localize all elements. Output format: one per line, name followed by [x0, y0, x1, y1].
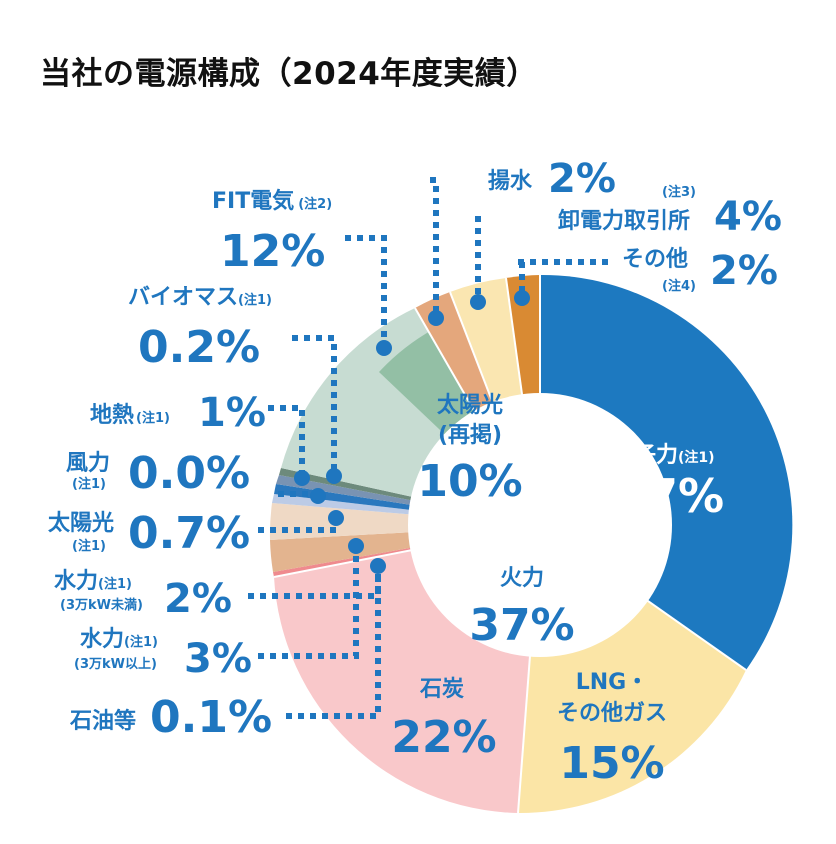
label-lng-line2: その他ガス	[557, 701, 667, 726]
label-solar-fit: 太陽光	[437, 393, 503, 418]
value-geothermal: 1%	[198, 390, 266, 436]
value-coal: 22%	[391, 712, 496, 763]
slice-nuclear	[540, 274, 793, 670]
label-hydro-large: 水力(注1)	[80, 627, 158, 652]
leader-lines	[248, 177, 612, 719]
sub-hydro-small: (3万kW未満)	[60, 597, 143, 613]
label-hydro-small: 水力(注1)	[54, 569, 132, 594]
value-solar-fit: 10%	[417, 456, 522, 507]
label-thermal: 火力	[500, 566, 544, 591]
label-coal: 石炭	[419, 676, 464, 702]
note-other: (注4)	[662, 278, 696, 294]
label-wholesale: 卸電力取引所	[558, 208, 690, 234]
note-solar: (注1)	[72, 538, 106, 554]
note-wind: (注1)	[72, 476, 106, 492]
note-wholesale: (注3)	[662, 184, 696, 200]
value-nuclear: 37%	[614, 469, 724, 523]
label-geothermal: 地熱 (注1)	[90, 402, 170, 428]
value-wholesale: 4%	[714, 194, 782, 240]
sub-hydro-large: (3万kW以上)	[74, 657, 157, 672]
label-biomass: バイオマス(注1)	[128, 285, 272, 310]
label-oil: 石油等	[69, 708, 136, 734]
value-oil: 0.1%	[150, 692, 272, 743]
value-fit: 12%	[220, 226, 325, 277]
value-hydro-large: 3%	[184, 636, 252, 682]
label-other: その他	[622, 247, 688, 272]
label-fit: FIT電気 (注2)	[212, 188, 332, 214]
value-solar: 0.7%	[128, 508, 250, 559]
value-pumped: 2%	[548, 156, 616, 202]
slice-separators	[273, 275, 747, 814]
value-wind: 0.0%	[128, 448, 250, 499]
label-wind: 風力	[66, 451, 110, 476]
label-solar: 太陽光	[48, 511, 114, 536]
value-thermal: 37%	[469, 600, 574, 651]
page-title: 当社の電源構成（2024年度実績）	[40, 56, 538, 92]
value-biomass: 0.2%	[138, 322, 260, 373]
value-hydro-small: 2%	[164, 576, 232, 622]
label-pumped: 揚水	[488, 168, 533, 194]
value-lng: 15%	[559, 738, 664, 789]
label-solar-fit-sub: (再掲)	[438, 422, 502, 448]
label-nuclear: 原子力(注1)	[612, 443, 715, 468]
label-lng-line1: LNG・	[576, 670, 649, 695]
leader-dots	[294, 290, 530, 574]
value-other: 2%	[710, 248, 778, 294]
